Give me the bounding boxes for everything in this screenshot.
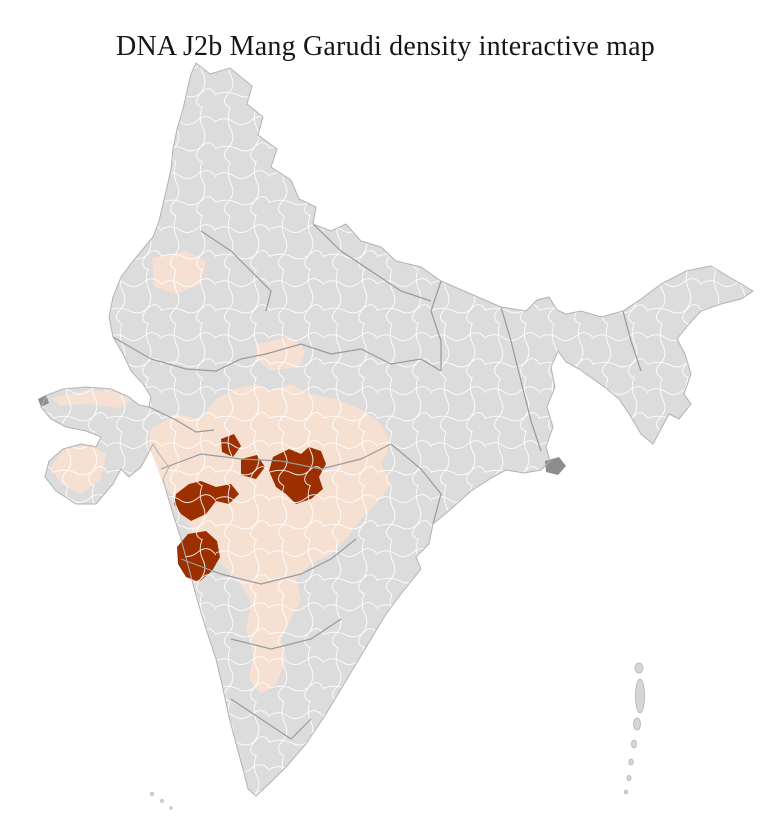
- island[interactable]: [633, 717, 641, 731]
- island[interactable]: [634, 662, 644, 674]
- lakshadweep-islands[interactable]: [149, 791, 173, 810]
- state-border-line: [148, 406, 215, 433]
- state-border-line: [230, 618, 342, 650]
- andaman-nicobar-islands[interactable]: [624, 662, 645, 795]
- page-title: DNA J2b Mang Garudi density interactive …: [116, 30, 655, 62]
- island[interactable]: [160, 799, 164, 803]
- state-border-line: [160, 443, 392, 470]
- state-border-line: [230, 698, 312, 740]
- island[interactable]: [626, 775, 632, 782]
- island[interactable]: [169, 806, 173, 810]
- island[interactable]: [631, 739, 637, 749]
- india-landmass[interactable]: [41, 63, 753, 796]
- urban-shading: [545, 457, 566, 475]
- state-border-line: [500, 306, 542, 452]
- island[interactable]: [624, 789, 629, 795]
- state-border-line: [112, 336, 267, 372]
- state-border-line: [622, 310, 642, 372]
- island[interactable]: [628, 758, 634, 766]
- island[interactable]: [635, 678, 645, 714]
- island[interactable]: [149, 791, 155, 797]
- state-border-line: [312, 223, 432, 302]
- state-border-line: [390, 443, 442, 525]
- state-border-line: [430, 280, 442, 371]
- country-outline: [40, 62, 754, 797]
- state-border-line: [180, 538, 357, 585]
- state-borders: [112, 223, 642, 740]
- state-border-line: [265, 343, 442, 372]
- india-landmass-shape[interactable]: [41, 63, 753, 796]
- state-border-line: [200, 230, 272, 312]
